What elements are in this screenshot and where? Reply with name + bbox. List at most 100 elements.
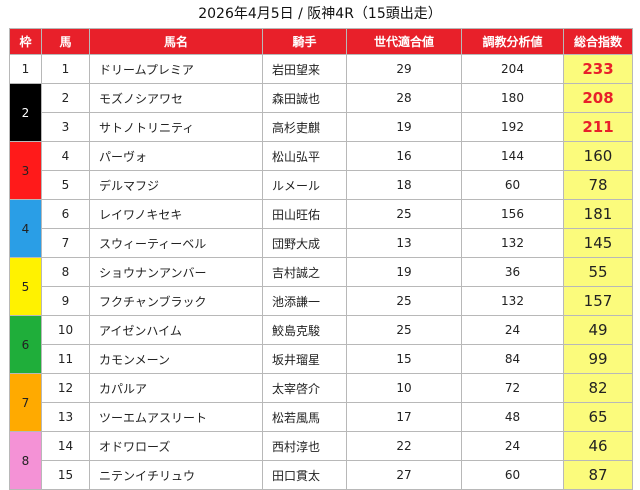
generation-value-cell: 27 xyxy=(346,460,462,490)
training-value-cell: 24 xyxy=(461,315,564,345)
table-row: 1 1 ドリームプレミア 岩田望来 29 204 233 xyxy=(9,54,633,84)
jockey-cell: 団野大成 xyxy=(262,228,347,258)
training-value-cell: 132 xyxy=(461,228,564,258)
waku-cell: 5 xyxy=(9,257,42,316)
table-row: 8 14 オドワローズ 西村淳也 22 24 46 xyxy=(9,431,633,490)
horse-name-cell: モズノシアワセ xyxy=(89,83,263,113)
table-row: 3 4 パーヴォ 松山弘平 16 144 160 xyxy=(9,141,633,200)
training-value-cell: 60 xyxy=(461,170,564,200)
total-index-cell: 87 xyxy=(563,460,633,490)
generation-value-cell: 29 xyxy=(346,54,462,84)
horse-name-cell: パーヴォ xyxy=(89,141,263,171)
total-index-cell: 78 xyxy=(563,170,633,200)
horse-name-cell: デルマフジ xyxy=(89,170,263,200)
jockey-cell: 田口貫太 xyxy=(262,460,347,490)
table-row: 2 2 モズノシアワセ 森田誠也 28 180 208 xyxy=(9,83,633,142)
total-index-cell: 65 xyxy=(563,402,633,432)
training-value-cell: 72 xyxy=(461,373,564,403)
table-row: 15 ニテンイチリュウ 田口貫太 27 60 87 xyxy=(10,460,633,490)
horse-name-cell: フクチャンブラック xyxy=(89,286,263,316)
jockey-cell: 鮫島克駿 xyxy=(262,315,347,345)
header-name: 馬名 xyxy=(89,28,263,55)
table-row: 3 サトノトリニティ 高杉吏麒 19 192 211 xyxy=(10,112,633,142)
header-training: 調教分析値 xyxy=(461,28,564,55)
horse-name-cell: ドリームプレミア xyxy=(89,54,263,84)
header-total: 総合指数 xyxy=(563,28,633,55)
training-value-cell: 156 xyxy=(461,199,564,229)
waku-cell: 3 xyxy=(9,141,42,200)
total-index-cell: 211 xyxy=(563,112,633,142)
horse-name-cell: カパルア xyxy=(89,373,263,403)
header-umaban: 馬 xyxy=(41,28,90,55)
umaban-cell: 11 xyxy=(41,344,90,374)
umaban-cell: 9 xyxy=(41,286,90,316)
generation-value-cell: 19 xyxy=(346,112,462,142)
training-value-cell: 48 xyxy=(461,402,564,432)
jockey-cell: 松若風馬 xyxy=(262,402,347,432)
umaban-cell: 7 xyxy=(41,228,90,258)
waku-cell: 4 xyxy=(9,199,42,258)
jockey-cell: 岩田望来 xyxy=(262,54,347,84)
table-header-row: 枠 馬 馬名 騎手 世代適合値 調教分析値 総合指数 xyxy=(9,28,633,55)
total-index-cell: 82 xyxy=(563,373,633,403)
umaban-cell: 1 xyxy=(41,54,90,84)
training-value-cell: 180 xyxy=(461,83,564,113)
umaban-cell: 6 xyxy=(41,199,90,229)
total-index-cell: 181 xyxy=(563,199,633,229)
horse-name-cell: オドワローズ xyxy=(89,431,263,461)
waku-cell: 8 xyxy=(9,431,42,490)
total-index-cell: 145 xyxy=(563,228,633,258)
jockey-cell: 西村淳也 xyxy=(262,431,347,461)
total-index-cell: 208 xyxy=(563,83,633,113)
jockey-cell: ルメール xyxy=(262,170,347,200)
horse-name-cell: レイワノキセキ xyxy=(89,199,263,229)
table-row: 4 6 レイワノキセキ 田山旺佑 25 156 181 xyxy=(9,199,633,258)
horse-name-cell: ツーエムアスリート xyxy=(89,402,263,432)
training-value-cell: 204 xyxy=(461,54,564,84)
umaban-cell: 3 xyxy=(41,112,90,142)
generation-value-cell: 13 xyxy=(346,228,462,258)
total-index-cell: 55 xyxy=(563,257,633,287)
table-row: 6 10 アイゼンハイム 鮫島克駿 25 24 49 xyxy=(9,315,633,374)
training-value-cell: 24 xyxy=(461,431,564,461)
table-row: 9 フクチャンブラック 池添謙一 25 132 157 xyxy=(10,286,633,316)
generation-value-cell: 22 xyxy=(346,431,462,461)
horse-name-cell: サトノトリニティ xyxy=(89,112,263,142)
table-row: 7 12 カパルア 太宰啓介 10 72 82 xyxy=(9,373,633,432)
jockey-cell: 池添謙一 xyxy=(262,286,347,316)
generation-value-cell: 25 xyxy=(346,315,462,345)
umaban-cell: 10 xyxy=(41,315,90,345)
umaban-cell: 13 xyxy=(41,402,90,432)
training-value-cell: 84 xyxy=(461,344,564,374)
total-index-cell: 49 xyxy=(563,315,633,345)
umaban-cell: 8 xyxy=(41,257,90,287)
generation-value-cell: 17 xyxy=(346,402,462,432)
total-index-cell: 157 xyxy=(563,286,633,316)
training-value-cell: 192 xyxy=(461,112,564,142)
waku-cell: 7 xyxy=(9,373,42,432)
total-index-cell: 46 xyxy=(563,431,633,461)
table-body: 1 1 ドリームプレミア 岩田望来 29 204 233 2 2 モズノシアワセ 森田誠也 28 180… xyxy=(9,54,633,490)
training-value-cell: 36 xyxy=(461,257,564,287)
waku-cell: 2 xyxy=(9,83,42,142)
total-index-cell: 233 xyxy=(563,54,633,84)
horse-name-cell: ショウナンアンバー xyxy=(89,257,263,287)
generation-value-cell: 15 xyxy=(346,344,462,374)
table-row: 7 スウィーティーベル 団野大成 13 132 145 xyxy=(10,228,633,258)
header-waku: 枠 xyxy=(9,28,42,55)
generation-value-cell: 16 xyxy=(346,141,462,171)
training-value-cell: 132 xyxy=(461,286,564,316)
umaban-cell: 2 xyxy=(41,83,90,113)
jockey-cell: 吉村誠之 xyxy=(262,257,347,287)
header-jockey: 騎手 xyxy=(262,28,347,55)
generation-value-cell: 28 xyxy=(346,83,462,113)
umaban-cell: 14 xyxy=(41,431,90,461)
horse-index-table: 枠 馬 馬名 騎手 世代適合値 調教分析値 総合指数 1 1 ドリームプレミア 岩田望… xyxy=(9,28,633,490)
jockey-cell: 田山旺佑 xyxy=(262,199,347,229)
header-generation: 世代適合値 xyxy=(346,28,462,55)
waku-cell: 6 xyxy=(9,315,42,374)
generation-value-cell: 10 xyxy=(346,373,462,403)
page-title: 2026年4月5日 / 阪神4R（15頭出走） xyxy=(198,6,442,22)
jockey-cell: 坂井瑠星 xyxy=(262,344,347,374)
generation-value-cell: 19 xyxy=(346,257,462,287)
